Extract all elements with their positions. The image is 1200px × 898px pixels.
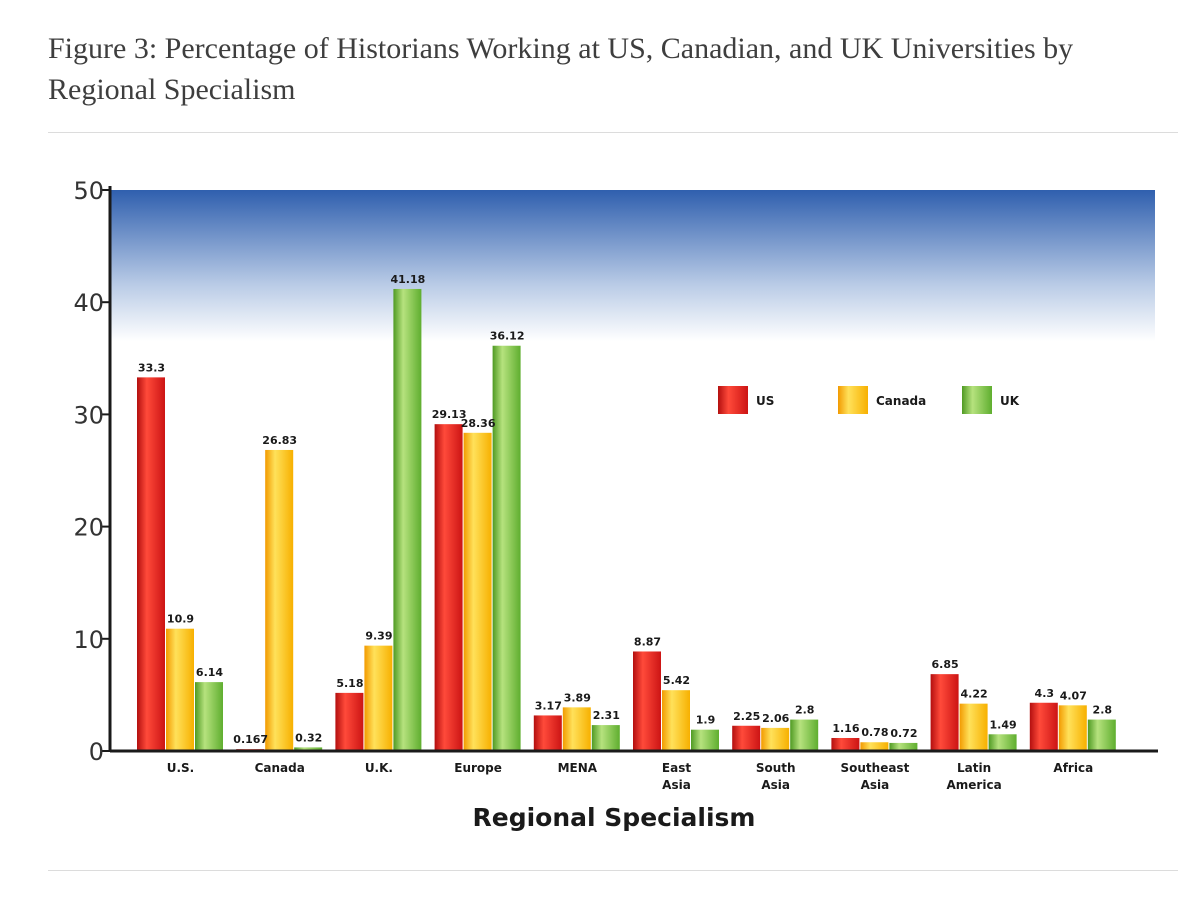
x-category-label-southeast-asia: Southeast	[840, 761, 909, 775]
data-label-uk-southeast-asia: 0.72	[890, 727, 917, 740]
value-labels-layer: 33.3 0.167 5.18 29.13 3.17 8.87 2.25 1.16 6.85 4.…	[138, 273, 1112, 746]
bar-uk-africa	[1087, 719, 1116, 751]
x-category-label-latin-america: America	[947, 778, 1002, 792]
bar-uk-europe	[492, 345, 521, 751]
data-label-uk-u-k: 41.18	[391, 273, 426, 286]
legend-swatch-uk	[962, 386, 992, 414]
x-category-label-east-asia: Asia	[662, 778, 691, 792]
bottom-divider	[48, 870, 1178, 871]
bar-canada-south-asia	[761, 727, 790, 751]
x-category-label-south-asia: South	[756, 761, 796, 775]
x-category-label-south-asia: Asia	[761, 778, 790, 792]
top-divider	[48, 132, 1178, 133]
data-label-us-mena: 3.17	[535, 699, 562, 712]
data-label-uk-africa: 2.8	[1093, 704, 1113, 717]
x-category-label-africa: Africa	[1053, 761, 1093, 775]
bar-uk-mena	[591, 725, 620, 751]
bar-us-europe	[434, 424, 463, 751]
legend-label-canada: Canada	[876, 394, 926, 408]
bar-canada-europe	[463, 432, 492, 751]
x-category-label-europe: Europe	[454, 761, 502, 775]
data-label-uk-east-asia: 1.9	[696, 714, 716, 727]
bar-us-u-k	[335, 692, 364, 751]
data-label-canada-u-k: 9.39	[365, 630, 392, 643]
bar-chart: 33.3 0.167 5.18 29.13 3.17 8.87 2.25 1.16 6.85 4.…	[73, 177, 1158, 832]
data-label-canada-southeast-asia: 0.78	[861, 726, 888, 739]
bar-canada-mena	[562, 707, 591, 751]
bar-uk-canada	[294, 747, 323, 751]
legend-label-uk: UK	[1000, 394, 1020, 408]
bar-uk-u-s	[195, 682, 223, 751]
y-tick-label: 10	[73, 626, 104, 654]
axes-layer: 0 10 20 30 40 50 U.S. Canada U.K. Europe MENA East A…	[73, 177, 1158, 792]
legend-swatch-canada	[838, 386, 868, 414]
bar-us-southeast-asia	[831, 737, 860, 751]
data-label-uk-latin-america: 1.49	[990, 718, 1017, 731]
bar-canada-u-s	[166, 628, 194, 751]
data-label-uk-u-s: 6.14	[196, 666, 223, 679]
data-label-canada-south-asia: 2.06	[762, 712, 789, 725]
y-tick-label: 50	[73, 177, 104, 205]
y-tick-label: 40	[73, 289, 104, 317]
bar-uk-latin-america	[988, 734, 1017, 751]
bar-us-east-asia	[633, 651, 661, 751]
data-label-uk-canada: 0.32	[295, 731, 322, 744]
data-label-uk-europe: 36.12	[490, 330, 525, 343]
legend: US Canada UK	[718, 386, 1020, 414]
legend-swatch-us	[718, 386, 748, 414]
data-label-us-africa: 4.3	[1035, 687, 1055, 700]
x-category-label-u-s: U.S.	[167, 761, 195, 775]
y-tick-label: 30	[73, 401, 104, 429]
x-axis-title: Regional Specialism	[473, 803, 756, 832]
x-category-label-u-k: U.K.	[365, 761, 393, 775]
plot-background	[110, 190, 1155, 400]
bars-layer	[137, 288, 1116, 751]
data-label-us-europe: 29.13	[432, 408, 467, 421]
bar-us-latin-america	[930, 674, 959, 751]
bar-canada-east-asia	[662, 690, 690, 751]
data-label-uk-mena: 2.31	[593, 709, 620, 722]
y-tick-label: 20	[73, 514, 104, 542]
data-label-canada-latin-america: 4.22	[961, 688, 988, 701]
bar-us-south-asia	[732, 725, 761, 751]
x-category-label-mena: MENA	[558, 761, 598, 775]
data-label-us-southeast-asia: 1.16	[832, 722, 859, 735]
data-label-us-south-asia: 2.25	[733, 710, 760, 723]
bar-canada-latin-america	[959, 703, 988, 751]
x-category-label-southeast-asia: Asia	[861, 778, 890, 792]
data-label-canada-mena: 3.89	[564, 691, 591, 704]
data-label-us-canada: 0.167	[233, 733, 268, 746]
figure-title: Figure 3: Percentage of Historians Worki…	[48, 32, 1074, 106]
bar-us-mena	[533, 715, 562, 751]
data-label-us-latin-america: 6.85	[932, 658, 959, 671]
x-category-label-east-asia: East	[662, 761, 691, 775]
legend-label-us: US	[756, 394, 774, 408]
data-label-canada-africa: 4.07	[1060, 689, 1087, 702]
bar-uk-south-asia	[790, 719, 819, 751]
x-category-label-latin-america: Latin	[957, 761, 991, 775]
bar-uk-east-asia	[691, 729, 719, 751]
bar-uk-southeast-asia	[889, 742, 918, 751]
data-label-canada-east-asia: 5.42	[663, 674, 690, 687]
bar-uk-u-k	[393, 288, 422, 751]
data-label-us-u-s: 33.3	[138, 361, 165, 374]
data-label-canada-u-s: 10.9	[167, 613, 194, 626]
data-label-us-east-asia: 8.87	[634, 635, 661, 648]
bar-canada-southeast-asia	[860, 742, 889, 751]
bar-canada-u-k	[364, 645, 393, 751]
bar-us-africa	[1029, 702, 1058, 751]
data-label-canada-canada: 26.83	[262, 434, 297, 447]
data-label-us-u-k: 5.18	[336, 677, 363, 690]
bar-canada-africa	[1058, 705, 1087, 751]
x-category-label-canada: Canada	[255, 761, 305, 775]
data-label-canada-europe: 28.36	[461, 417, 496, 430]
data-label-uk-south-asia: 2.8	[795, 704, 815, 717]
bar-us-u-s	[137, 377, 165, 751]
y-tick-label: 0	[89, 738, 104, 766]
bar-canada-canada	[265, 449, 294, 751]
